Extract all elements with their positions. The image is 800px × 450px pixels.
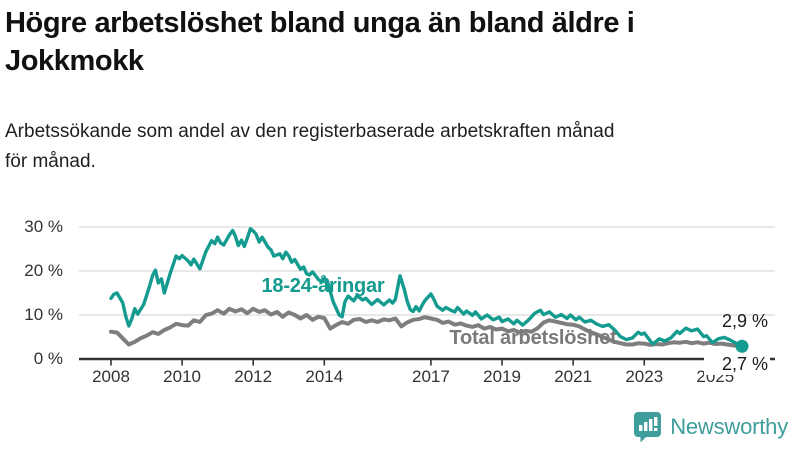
page-subtitle: Arbetssökande som andel av den registerb…: [5, 117, 614, 177]
newsworthy-logo[interactable]: Newsworthy: [633, 411, 788, 443]
newsworthy-wordmark: Newsworthy: [670, 414, 788, 439]
page-subtitle-line-2: för månad.: [5, 151, 96, 172]
bar-chart-speech-bubble-icon: [633, 411, 662, 443]
page-subtitle-line-1: Arbetssökande som andel av den registerb…: [5, 121, 615, 142]
page-title-line-2: Jokkmokk: [5, 45, 144, 77]
page-title-line-1: Högre arbetslöshet bland unga än bland ä…: [5, 7, 635, 39]
page-title: Högre arbetslöshet bland unga än bland ä…: [5, 4, 635, 80]
